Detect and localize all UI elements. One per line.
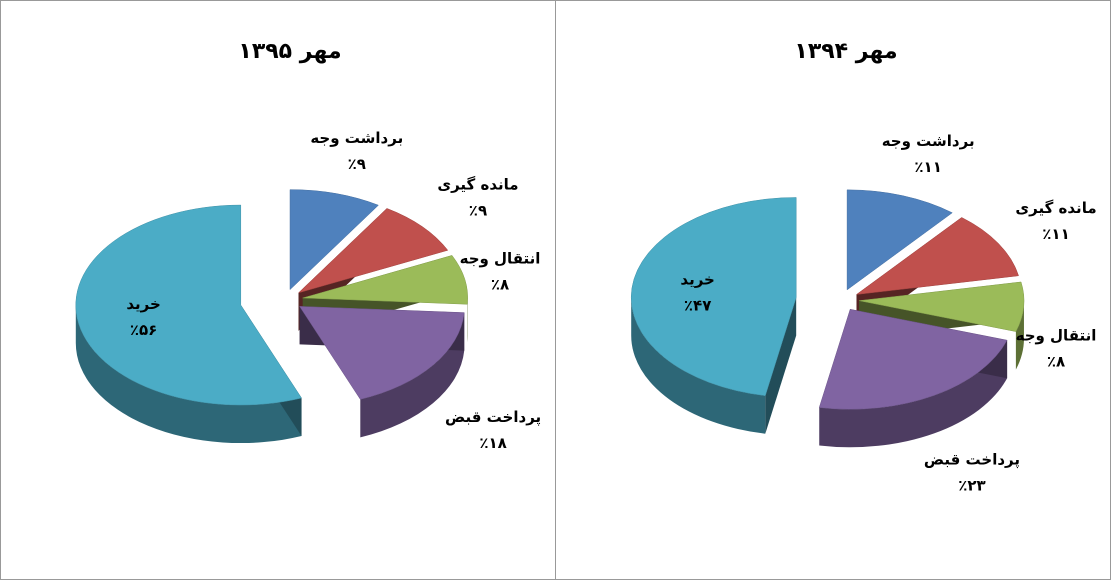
slice-side <box>1015 300 1024 370</box>
slice <box>299 306 465 400</box>
value-label: ٪۱۱ <box>914 158 941 176</box>
category-label: مانده گیری <box>437 175 518 193</box>
value-label: ٪۱۸ <box>479 434 506 452</box>
category-label: پرداخت قبض <box>445 408 541 427</box>
value-label: ٪۹ <box>348 155 366 173</box>
category-label: انتقال وجه <box>1016 326 1097 344</box>
slice-side <box>765 297 797 434</box>
category-label: پرداخت قبض <box>924 451 1020 470</box>
slice <box>75 204 302 406</box>
value-label: ٪۵۶ <box>130 321 157 339</box>
chart-title: مهر ۱۳۹۴ <box>794 39 897 64</box>
slice <box>302 255 468 305</box>
slice <box>855 217 1019 295</box>
slice-side <box>75 305 302 444</box>
category-label: برداشت وجه <box>882 132 975 150</box>
category-label: مانده گیری <box>1015 199 1096 217</box>
value-label: ٪۲۳ <box>958 477 985 495</box>
value-label: ٪۸ <box>1047 352 1065 370</box>
slice <box>858 281 1025 332</box>
category-label: برداشت وجه <box>310 129 403 147</box>
chart-title: مهر ۱۳۹۵ <box>238 39 341 64</box>
slice-side <box>631 297 766 434</box>
value-label: ٪۹ <box>469 201 487 219</box>
slice <box>631 197 797 396</box>
value-label: ٪۱۱ <box>1042 225 1069 243</box>
slice <box>289 189 379 291</box>
category-label: خرید <box>680 270 714 288</box>
category-label: خرید <box>126 295 160 313</box>
slice <box>298 208 449 294</box>
value-label: ٪۸ <box>491 275 509 293</box>
slice <box>818 309 1008 410</box>
category-label: انتقال وجه <box>460 249 541 267</box>
slice-side <box>819 340 1008 448</box>
slice-side <box>360 312 465 438</box>
slice <box>846 189 953 291</box>
value-label: ٪۴۷ <box>684 296 711 314</box>
